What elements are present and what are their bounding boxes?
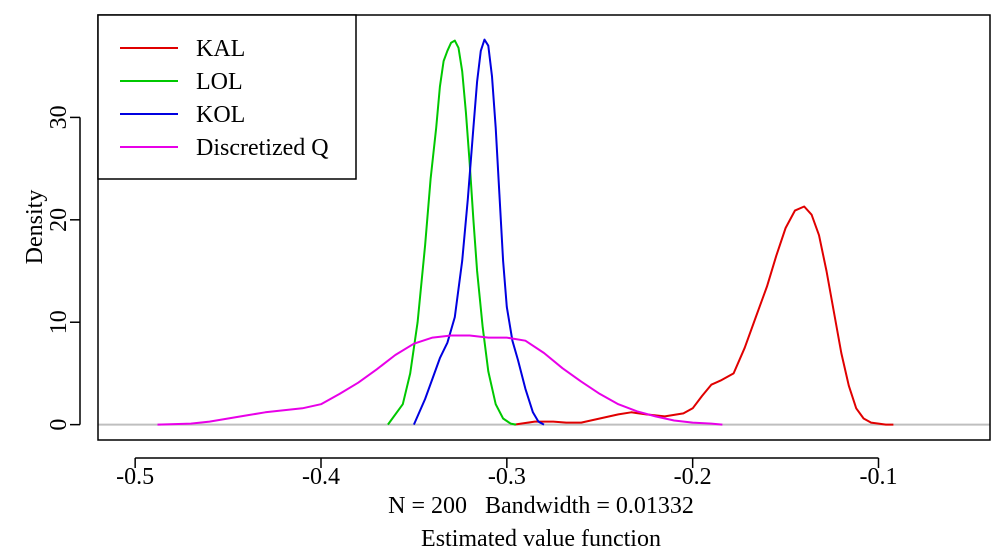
x-tick-label: -0.3 bbox=[488, 464, 526, 490]
y-tick-label: 10 bbox=[46, 310, 72, 334]
y-tick-label: 0 bbox=[46, 419, 72, 431]
series-line-kol bbox=[412, 38, 545, 426]
x-tick-label: -0.1 bbox=[860, 464, 898, 490]
legend-label: KAL bbox=[196, 36, 245, 62]
x-axis-caption: Estimated value function bbox=[421, 526, 661, 552]
series-layer bbox=[157, 38, 894, 426]
x-tick-label: -0.2 bbox=[674, 464, 712, 490]
series-line-discretized-q bbox=[157, 334, 723, 426]
x-tick-label: -0.5 bbox=[116, 464, 154, 490]
legend-label: LOL bbox=[196, 69, 243, 95]
legend: KAL LOL KOL Discretized Q bbox=[97, 14, 357, 180]
y-axis-label: Density bbox=[22, 190, 48, 265]
y-tick-label: 30 bbox=[46, 105, 72, 129]
series-line-lol bbox=[387, 39, 517, 426]
y-tick-label: 20 bbox=[46, 208, 72, 232]
plot-area-frame bbox=[97, 14, 991, 441]
series-line-kal bbox=[514, 205, 894, 426]
y-axis: 0 10 20 30 bbox=[46, 105, 81, 431]
legend-label: KOL bbox=[196, 102, 245, 128]
x-tick-label: -0.4 bbox=[302, 464, 340, 490]
x-axis: -0.5 -0.4 -0.3 -0.2 -0.1 bbox=[116, 457, 898, 490]
legend-label: Discretized Q bbox=[196, 135, 329, 161]
x-axis-label: N = 200 Bandwidth = 0.01332 bbox=[388, 493, 694, 519]
legend-box bbox=[97, 14, 357, 180]
